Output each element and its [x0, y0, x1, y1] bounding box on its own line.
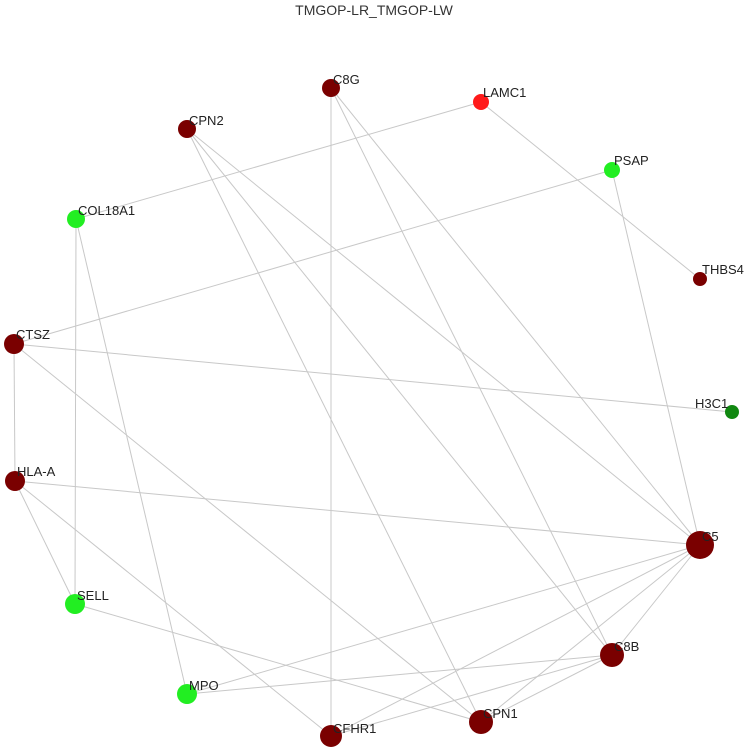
node-lamc1[interactable]: LAMC1: [473, 85, 526, 110]
node-label: THBS4: [702, 262, 744, 277]
edge-c8b-c5: [611, 544, 701, 656]
node-cpn2[interactable]: CPN2: [178, 113, 224, 138]
node-circle[interactable]: [320, 725, 342, 747]
node-circle[interactable]: [469, 710, 493, 734]
edge-ctsz-h3c1: [13, 343, 733, 413]
edge-cfhr1-c8b: [330, 654, 613, 737]
node-label: SELL: [77, 588, 109, 603]
edges-layer: [13, 87, 733, 737]
node-label: HLA-A: [17, 464, 56, 479]
node-circle[interactable]: [65, 594, 85, 614]
edge-col18a1-mpo: [75, 218, 188, 695]
edge-cpn1-c5: [480, 544, 701, 723]
edge-hla-a-cfhr1: [14, 480, 332, 737]
node-sell[interactable]: SELL: [65, 588, 109, 614]
node-label: CTSZ: [16, 327, 50, 342]
node-cfhr1[interactable]: CFHR1: [320, 721, 376, 747]
node-c5[interactable]: C5: [686, 529, 719, 559]
node-label: H3C1: [695, 396, 728, 411]
node-label: C8G: [333, 72, 360, 87]
node-h3c1[interactable]: H3C1: [695, 396, 739, 419]
edge-mpo-c8b: [186, 654, 613, 695]
edge-lamc1-col18a1: [75, 101, 482, 220]
node-cpn1[interactable]: CPN1: [469, 706, 518, 734]
node-label: C8B: [614, 639, 639, 654]
node-circle[interactable]: [322, 79, 340, 97]
node-c8b[interactable]: C8B: [600, 639, 639, 667]
edge-cpn2-c8b: [186, 128, 613, 656]
edge-lamc1-thbs4: [480, 101, 701, 280]
node-c8g[interactable]: C8G: [322, 72, 360, 97]
node-circle[interactable]: [600, 643, 624, 667]
node-circle[interactable]: [5, 471, 25, 491]
node-circle[interactable]: [604, 162, 620, 178]
edge-cpn1-c8b: [480, 654, 613, 723]
node-circle[interactable]: [473, 94, 489, 110]
node-label: CPN2: [189, 113, 224, 128]
node-circle[interactable]: [67, 210, 85, 228]
node-label: CPN1: [483, 706, 518, 721]
edge-c8g-c5: [330, 87, 701, 546]
node-circle[interactable]: [177, 684, 197, 704]
node-psap[interactable]: PSAP: [604, 153, 649, 178]
nodes-layer: C8G LAMC1 CPN2 PSAP COL18A1 THBS4 CTSZ H3C1 HLA-…: [4, 72, 744, 747]
node-label: PSAP: [614, 153, 649, 168]
edge-cpn2-cpn1: [186, 128, 482, 723]
edge-cfhr1-c5: [330, 544, 701, 737]
node-thbs4[interactable]: THBS4: [693, 262, 744, 286]
edge-hla-a-sell: [14, 480, 76, 605]
edge-psap-ctsz: [13, 169, 613, 345]
edge-c8g-c8b: [330, 87, 613, 656]
edge-psap-c5: [611, 169, 701, 546]
graph-title: TMGOP-LR_TMGOP-LW: [295, 2, 453, 18]
edge-cpn2-c5: [186, 128, 701, 546]
node-circle[interactable]: [725, 405, 739, 419]
edge-col18a1-sell: [74, 218, 77, 605]
node-col18a1[interactable]: COL18A1: [67, 203, 135, 228]
node-circle[interactable]: [686, 531, 714, 559]
edge-mpo-c5: [186, 544, 701, 695]
node-label: C5: [702, 529, 719, 544]
edge-ctsz-hla-a: [13, 343, 16, 482]
node-label: COL18A1: [78, 203, 135, 218]
node-label: MPO: [189, 678, 219, 693]
node-mpo[interactable]: MPO: [177, 678, 219, 704]
node-circle[interactable]: [4, 334, 24, 354]
edge-sell-cpn1: [74, 603, 482, 723]
node-hla-a[interactable]: HLA-A: [5, 464, 56, 491]
node-circle[interactable]: [693, 272, 707, 286]
node-ctsz[interactable]: CTSZ: [4, 327, 50, 354]
node-label: LAMC1: [483, 85, 526, 100]
node-label: CFHR1: [333, 721, 376, 736]
edge-ctsz-cpn1: [13, 343, 482, 723]
edge-hla-a-c5: [14, 480, 701, 546]
node-circle[interactable]: [178, 120, 196, 138]
